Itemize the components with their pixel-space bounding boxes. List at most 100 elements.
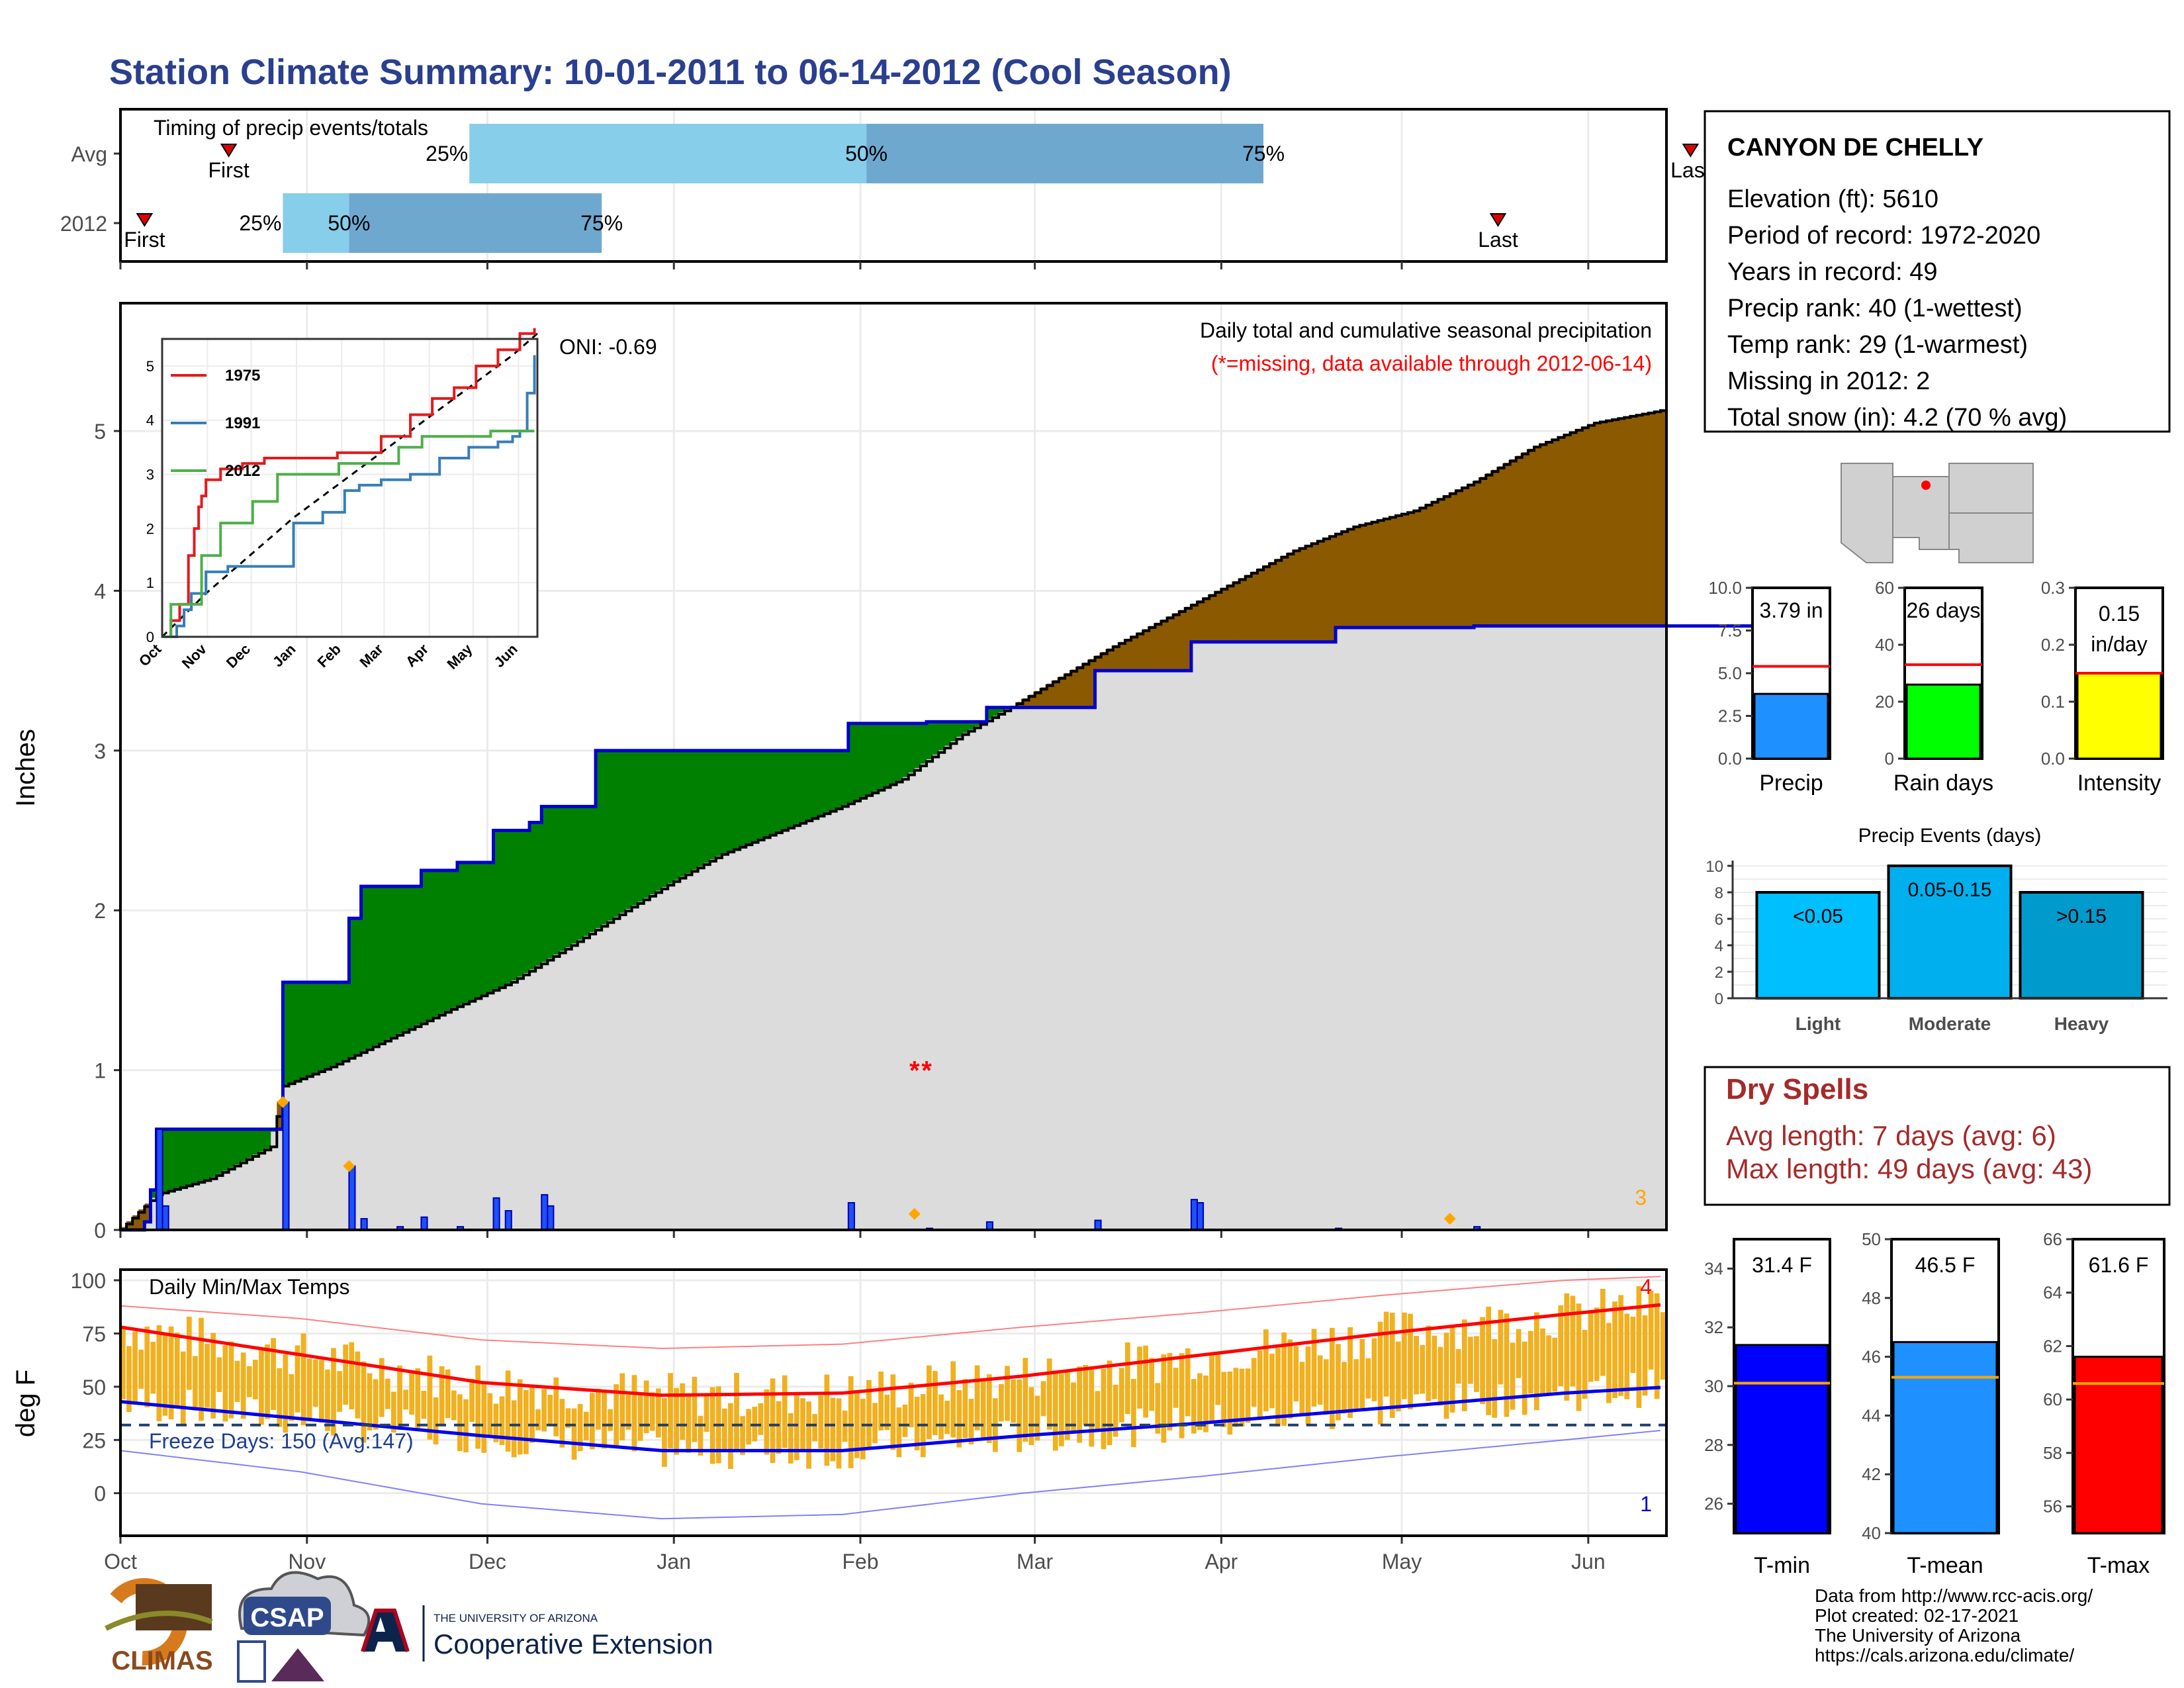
above-avg-area	[487, 862, 494, 992]
above-avg-area	[331, 982, 338, 1066]
daily-temp-bar	[505, 1370, 511, 1452]
above-avg-area	[541, 806, 548, 962]
x-tick-label: Mar	[1017, 1550, 1053, 1573]
below-avg-area	[1023, 698, 1030, 708]
above-avg-area	[649, 750, 657, 895]
cum-avg-area	[842, 805, 849, 1230]
daily-temp-bar	[1522, 1341, 1527, 1415]
station-name: CANYON DE CHELLY	[1727, 134, 1983, 162]
daily-temp-bar	[890, 1374, 896, 1450]
above-avg-area	[373, 886, 380, 1046]
daily-temp-bar	[1642, 1315, 1648, 1396]
daily-temp-bar	[860, 1398, 866, 1460]
above-avg-area	[295, 982, 302, 1080]
daily-temp-bar	[475, 1365, 481, 1449]
daily-temp-bar	[746, 1409, 752, 1445]
cum-avg-area	[1474, 626, 1480, 1230]
below-avg-area	[1570, 431, 1577, 626]
cum-avg-area	[1522, 626, 1529, 1230]
x-tick-label: Dec	[469, 1550, 506, 1573]
below-avg-area	[1209, 594, 1216, 642]
csap-logo: CSAP	[237, 1571, 371, 1683]
below-avg-area	[126, 1221, 133, 1230]
below-avg-area	[1089, 659, 1096, 708]
missing-marker: *	[921, 1056, 932, 1086]
below-avg-area	[1065, 673, 1071, 708]
row-label: 2012	[60, 212, 107, 236]
y-axis-title: deg F	[11, 1370, 40, 1437]
y-tick-label: 40	[1862, 1523, 1881, 1543]
bar-25-50	[283, 193, 349, 253]
above-avg-area	[457, 862, 464, 1006]
daily-temp-bar	[1197, 1373, 1203, 1430]
cum-avg-area	[884, 786, 891, 1230]
x-tick-label: Jun	[1571, 1550, 1606, 1573]
daily-temp-bar	[824, 1374, 830, 1466]
cum-avg-area	[1636, 626, 1643, 1230]
below-avg-area	[1239, 578, 1246, 642]
daily-temp-bar	[1389, 1313, 1395, 1418]
avg-min-line	[120, 1385, 1661, 1452]
daily-temp-bar	[1269, 1353, 1275, 1409]
climas-text: CLIMAS	[111, 1646, 212, 1675]
below-avg-area	[1149, 626, 1156, 671]
x-tick-label: May	[1382, 1550, 1422, 1573]
y-tick-label: 75	[82, 1322, 106, 1346]
cum-avg-area	[1197, 641, 1204, 1230]
cum-avg-area	[433, 1016, 440, 1230]
above-avg-area	[199, 1129, 205, 1182]
category-label: Precip	[1759, 771, 1823, 796]
daily-temp-bar	[1077, 1366, 1082, 1443]
below-avg-area	[1395, 514, 1402, 628]
below-avg-area	[1648, 412, 1655, 626]
daily-temp-bar	[511, 1400, 517, 1458]
daily-temp-bar	[1209, 1354, 1214, 1421]
daily-temp-bar	[1227, 1371, 1233, 1435]
below-avg-area	[1185, 606, 1192, 671]
daily-temp-bar	[1046, 1358, 1052, 1430]
y-tick-label: 60	[2043, 1389, 2062, 1409]
cum-avg-area	[824, 812, 831, 1230]
below-avg-area	[1498, 466, 1505, 626]
above-avg-area	[379, 886, 386, 1043]
above-avg-area	[252, 1129, 259, 1155]
above-avg-area	[174, 1129, 181, 1189]
cum-avg-area	[974, 726, 981, 1230]
cum-avg-area	[1365, 628, 1373, 1230]
marker-triangle	[136, 213, 154, 227]
above-avg-area	[968, 722, 976, 730]
below-avg-area	[1660, 410, 1667, 626]
daily-temp-bar	[866, 1380, 872, 1449]
above-avg-area	[806, 750, 813, 820]
cum-avg-area	[1408, 628, 1414, 1230]
above-avg-area	[493, 830, 500, 990]
daily-temp-bar	[1161, 1354, 1167, 1443]
value-label: 31.4 F	[1752, 1253, 1812, 1277]
cum-avg-area	[1257, 641, 1264, 1230]
category-label: T-mean	[1907, 1553, 1983, 1578]
below-avg-area	[1131, 635, 1138, 671]
cum-avg-area	[1155, 671, 1162, 1230]
daily-temp-bar	[283, 1354, 289, 1433]
station-line: Years in record: 49	[1727, 258, 1938, 286]
cum-avg-area	[1389, 628, 1396, 1230]
cum-avg-area	[1263, 641, 1270, 1230]
cum-avg-area	[1504, 626, 1511, 1230]
daily-temp-bar	[337, 1371, 342, 1412]
daily-temp-bar	[1654, 1293, 1660, 1399]
daily-temp-bar	[968, 1399, 974, 1444]
cum-avg-area	[535, 965, 542, 1230]
y-tick-label: 10.0	[1708, 578, 1742, 598]
above-avg-area	[325, 982, 332, 1068]
below-avg-area	[1353, 526, 1361, 628]
above-avg-area	[559, 806, 567, 951]
cum-avg-area	[728, 851, 735, 1230]
panel-border	[119, 1268, 1668, 1537]
daily-temp-bar	[1299, 1362, 1305, 1415]
cum-avg-area	[337, 1062, 343, 1230]
daily-temp-bar	[1558, 1305, 1564, 1387]
below-avg-area	[1365, 522, 1373, 628]
page-title: Station Climate Summary: 10-01-2011 to 0…	[109, 52, 1232, 92]
last-label: Last	[1478, 228, 1518, 252]
cum-avg-area	[373, 1045, 380, 1230]
